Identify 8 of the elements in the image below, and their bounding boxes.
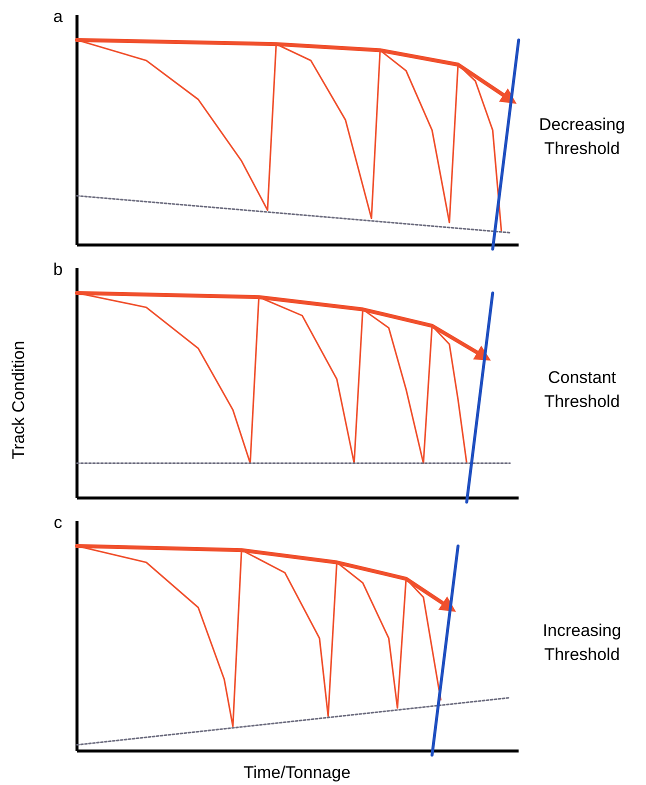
- chart-title: a: [53, 7, 64, 26]
- chart-title: b: [53, 260, 63, 279]
- text: Constant Threshold: [544, 368, 620, 411]
- chart-title: c: [54, 513, 63, 532]
- y-axis-title: Track Condition: [9, 340, 28, 460]
- text: Decreasing Threshold: [539, 115, 625, 158]
- x-axis-title: Time/Tonnage: [243, 763, 351, 782]
- text: Increasing Threshold: [542, 621, 622, 664]
